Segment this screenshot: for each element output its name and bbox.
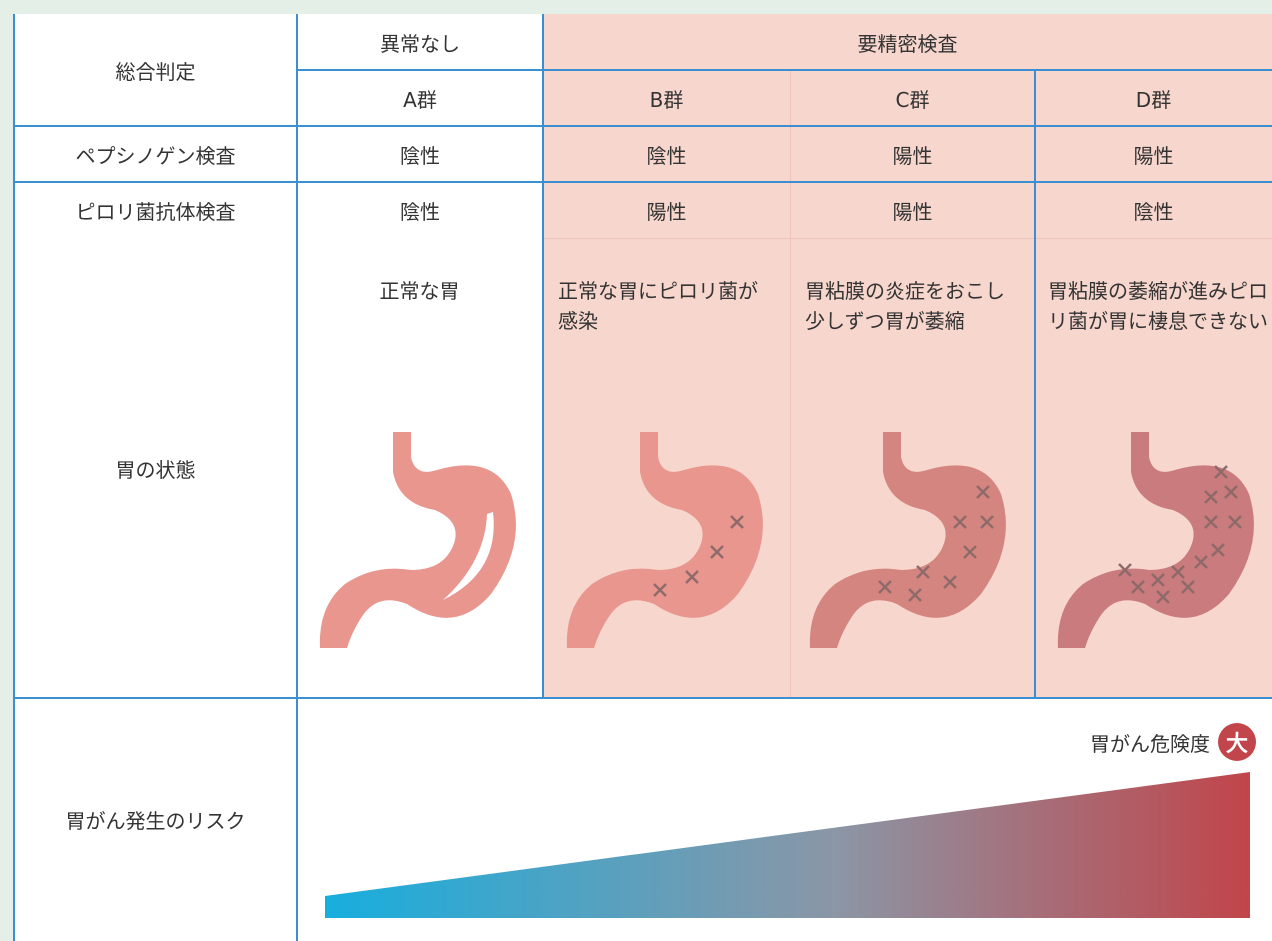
cross: [653, 583, 667, 597]
cross: [878, 580, 892, 594]
stomach: [566, 432, 763, 648]
result: 陽性: [1133, 143, 1174, 168]
state-text: 正常な胃: [379, 279, 460, 303]
risk-level: 大: [1225, 732, 1248, 757]
group: B群: [649, 87, 684, 112]
risk-gradient: [325, 772, 1250, 918]
cross: [1211, 543, 1225, 557]
group: A群: [403, 87, 437, 112]
cross: [1214, 465, 1228, 479]
stomach: [1057, 432, 1254, 648]
row-label: ペプシノゲン検査: [75, 143, 236, 168]
header-normal: 異常なし: [380, 31, 460, 56]
cross: [1224, 485, 1238, 499]
stomach: [319, 432, 516, 648]
cross: [908, 588, 922, 602]
stomach-shape: [809, 432, 1006, 648]
cross: [1228, 515, 1242, 529]
cross: [1151, 573, 1165, 587]
header-detailed: 要精密検査: [857, 31, 958, 56]
cross: [1118, 563, 1132, 577]
divider: [543, 238, 1272, 239]
stomach: [809, 432, 1006, 648]
highlight: [443, 512, 494, 600]
cross: [710, 545, 724, 559]
border: [1034, 70, 1036, 698]
cross: [1131, 580, 1145, 594]
border: [297, 69, 1272, 71]
cross: [1171, 565, 1185, 579]
group: D群: [1135, 87, 1172, 112]
cross: [953, 515, 967, 529]
state-text: 胃粘膜の炎症をおこし少しずつ胃が萎縮: [805, 279, 1005, 333]
cross: [685, 570, 699, 584]
result: 陰性: [400, 143, 440, 168]
result: 陽性: [646, 199, 687, 224]
cross: [916, 565, 930, 579]
header-label: 総合判定: [115, 59, 196, 84]
group: C群: [895, 87, 930, 112]
state-text: 正常な胃にピロリ菌が感染: [558, 279, 758, 333]
risk-caption: 胃がん危険度: [1090, 731, 1210, 756]
cross: [1181, 580, 1195, 594]
result: 陰性: [400, 199, 440, 224]
cross: [1156, 590, 1170, 604]
row-label: 胃の状態: [115, 457, 196, 482]
cross: [1204, 490, 1218, 504]
border: [14, 181, 1272, 183]
border: [542, 14, 544, 698]
cross: [1204, 515, 1218, 529]
border: [14, 697, 1272, 699]
divider: [790, 70, 791, 698]
result: 陽性: [892, 199, 933, 224]
border: [296, 14, 298, 941]
border: [13, 14, 15, 941]
cross: [943, 575, 957, 589]
cross: [976, 485, 990, 499]
cross: [980, 515, 994, 529]
row-label: 胃がん発生のリスク: [65, 809, 246, 833]
row-label: ピロリ菌抗体検査: [75, 199, 236, 224]
cross: [1194, 555, 1208, 569]
result: 陽性: [892, 143, 933, 168]
result: 陰性: [1133, 199, 1174, 224]
cross: [730, 515, 744, 529]
result: 陰性: [646, 143, 687, 168]
stomach-shape: [566, 432, 763, 648]
stomach-shape: [1057, 432, 1254, 648]
state-text: 胃粘膜の萎縮が進みピロリ菌が胃に棲息できない: [1048, 279, 1268, 333]
border: [14, 125, 1272, 127]
cross: [963, 545, 977, 559]
risk-badge: [1218, 723, 1256, 761]
